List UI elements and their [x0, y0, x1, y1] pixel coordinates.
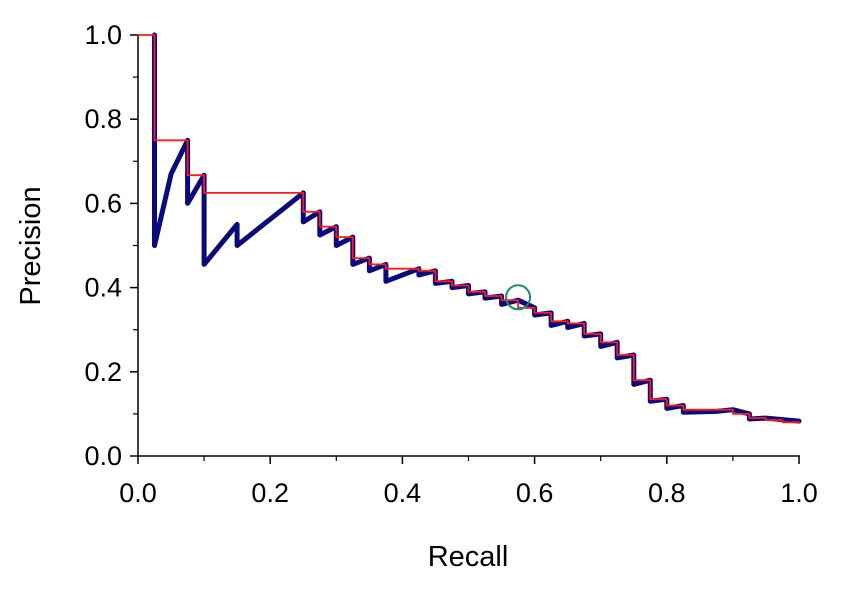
x-tick-label: 0.6	[516, 478, 554, 508]
y-tick-label: 0.2	[84, 357, 122, 387]
labels: Recall Precision	[15, 186, 508, 573]
x-tick-label: 0.0	[119, 478, 157, 508]
precision-recall-curve	[152, 32, 802, 424]
x-tick-label: 0.8	[648, 478, 686, 508]
x-tick-label: 0.2	[251, 478, 289, 508]
y-tick-label: 0.8	[84, 104, 122, 134]
x-tick-label: 1.0	[780, 478, 818, 508]
x-axis-title: Recall	[428, 541, 509, 573]
y-tick-label: 0.6	[84, 188, 122, 218]
x-tick-label: 0.4	[384, 478, 422, 508]
marker-layer	[505, 284, 532, 311]
highlight-marker	[505, 284, 532, 311]
y-tick-label: 1.0	[84, 20, 122, 50]
series-layer	[137, 32, 802, 424]
y-axis-title: Precision	[15, 186, 47, 305]
interpolated-precision-curve	[137, 34, 800, 424]
axes: 0.0 0.2 0.4 0.6 0.8 1.0 0.0 0.2 0.4 0.6 0.8 1.0	[84, 20, 817, 508]
y-tick-label: 0.0	[84, 441, 122, 471]
y-tick-label: 0.4	[84, 273, 122, 303]
